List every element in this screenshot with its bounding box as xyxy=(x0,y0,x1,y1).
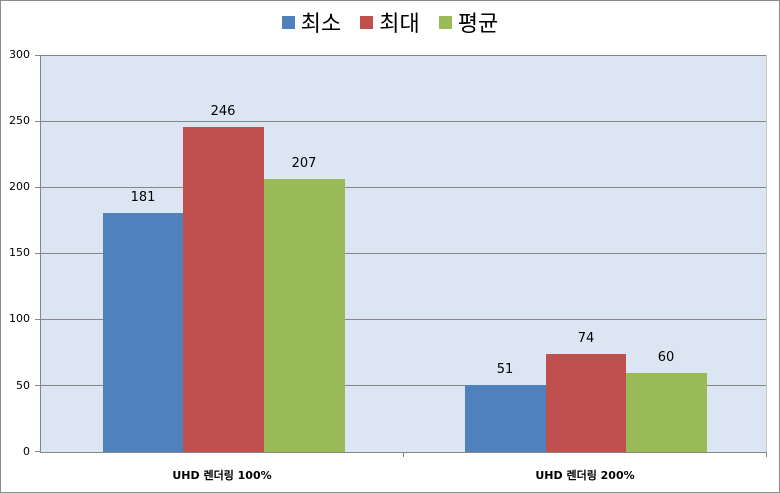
gridline xyxy=(41,187,767,188)
gridline xyxy=(41,121,767,122)
plot-right-edge xyxy=(766,55,767,452)
data-label: 60 xyxy=(657,350,675,365)
x-tick-label: UHD 렌더링 100% xyxy=(172,469,272,482)
x-tick xyxy=(403,452,404,457)
legend-label-max: 최대 xyxy=(379,12,420,37)
legend: 최소 최대 평균 xyxy=(0,6,780,38)
y-tick-label: 300 xyxy=(9,48,30,61)
y-tick xyxy=(35,451,41,452)
y-tick xyxy=(35,121,41,122)
bar-avg-uhd200 xyxy=(626,373,707,452)
gridline xyxy=(41,55,767,56)
legend-label-min: 최소 xyxy=(300,12,342,37)
bar-avg-uhd100 xyxy=(264,179,345,452)
y-tick-label: 100 xyxy=(9,312,30,325)
bar-min-uhd200 xyxy=(465,385,546,452)
legend-item-max: 최대 xyxy=(360,6,420,38)
y-tick xyxy=(35,55,41,56)
data-label: 74 xyxy=(577,331,595,346)
y-tick xyxy=(35,385,41,386)
bar-min-uhd100 xyxy=(103,213,183,452)
y-tick-label: 150 xyxy=(9,246,30,259)
gridline xyxy=(41,319,767,320)
data-label: 181 xyxy=(130,190,156,205)
y-tick xyxy=(35,187,41,188)
legend-item-avg: 평균 xyxy=(438,6,499,38)
x-tick-label: UHD 렌더링 200% xyxy=(535,469,635,482)
gridline xyxy=(41,385,767,386)
legend-swatch-max xyxy=(360,15,374,29)
bar-max-uhd200 xyxy=(546,354,626,452)
y-tick xyxy=(35,319,41,320)
y-tick-label: 0 xyxy=(23,445,30,458)
legend-label-avg: 평균 xyxy=(457,12,499,37)
plot-area: 181 246 207 51 74 60 xyxy=(35,55,767,453)
y-tick-label: 50 xyxy=(16,379,30,392)
legend-item-min: 최소 xyxy=(281,6,342,38)
legend-swatch-avg xyxy=(438,15,452,29)
data-label: 246 xyxy=(210,104,236,119)
data-label: 207 xyxy=(291,156,317,171)
y-tick-label: 200 xyxy=(9,180,30,193)
gridline xyxy=(41,253,767,254)
x-tick xyxy=(766,452,767,457)
legend-swatch-min xyxy=(281,15,295,29)
bar-max-uhd100 xyxy=(183,127,264,452)
data-label: 51 xyxy=(496,362,514,377)
y-tick xyxy=(35,253,41,254)
y-tick-label: 250 xyxy=(9,114,30,127)
